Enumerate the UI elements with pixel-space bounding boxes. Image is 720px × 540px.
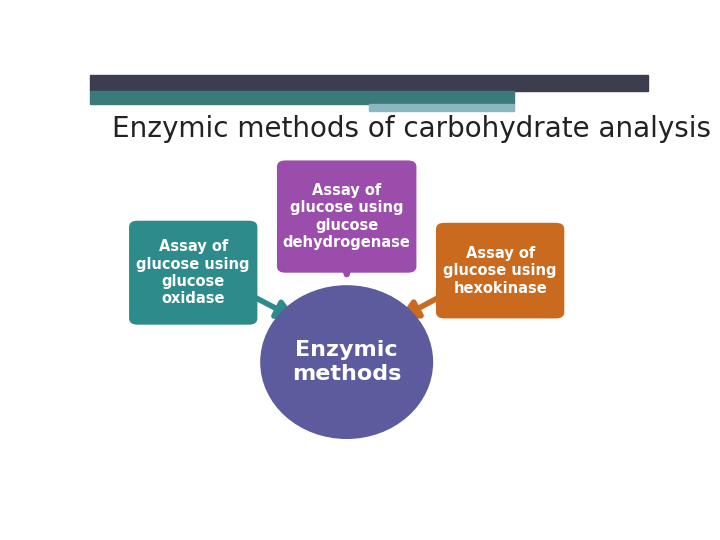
Bar [90,75,648,91]
Text: Enzymic methods of carbohydrate analysis: Enzymic methods of carbohydrate analysis [112,115,711,143]
Text: Enzymic
methods: Enzymic methods [292,341,401,384]
Text: Assay of
glucose using
hexokinase: Assay of glucose using hexokinase [444,246,557,295]
Bar [90,91,514,104]
FancyBboxPatch shape [277,160,416,273]
FancyBboxPatch shape [129,221,258,325]
Bar [369,104,514,111]
FancyBboxPatch shape [436,223,564,319]
Text: Assay of
glucose using
glucose
dehydrogenase: Assay of glucose using glucose dehydroge… [283,183,410,250]
Ellipse shape [260,285,433,439]
Text: Assay of
glucose using
glucose
oxidase: Assay of glucose using glucose oxidase [137,239,250,306]
